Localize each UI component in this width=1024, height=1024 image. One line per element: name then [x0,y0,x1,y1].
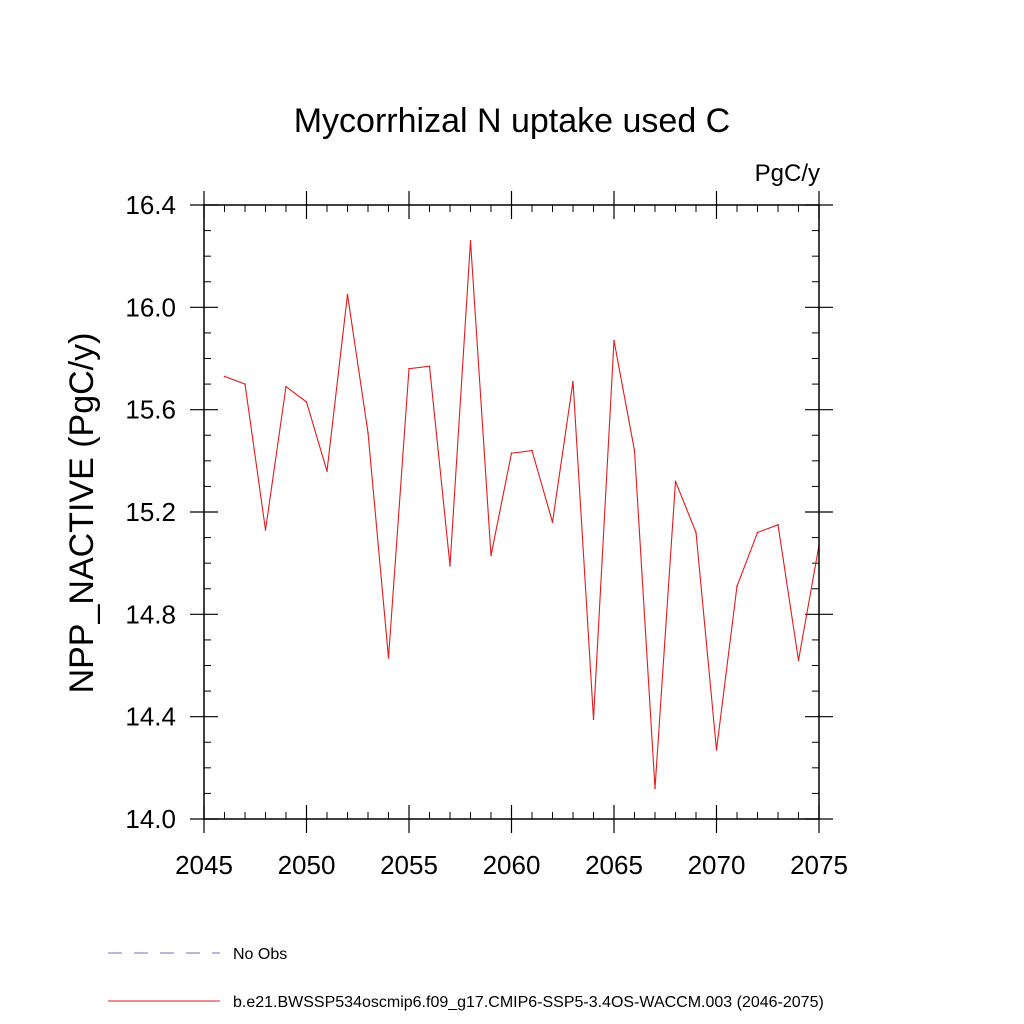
data-point [695,531,697,534]
tick-labels: 14.0 14.4 14.8 15.2 15.6 16.0 16.4 2045 2050 2055… [125,190,848,880]
major-ticks [190,191,833,833]
data-point [572,380,574,383]
data-point [346,293,349,296]
data-point [244,383,246,385]
data-point [633,449,636,452]
data-point [469,240,472,242]
data-point [387,657,390,659]
data-point [408,367,410,370]
data-point [305,401,308,403]
x-tick-label: 2070 [688,850,746,880]
plot-frame [203,204,820,820]
x-tick-label: 2060 [483,850,541,880]
data-point [223,375,226,378]
data-point [428,365,431,367]
y-tick-label: 14.0 [125,804,176,834]
y-tick-label: 14.4 [125,702,176,732]
legend-label: No Obs [233,946,287,963]
chart-title: Mycorrhizal N uptake used C [294,102,731,140]
units-label: PgC/y [755,160,820,187]
series-line [224,240,820,789]
data-point [490,554,492,557]
x-tick-label: 2045 [175,850,233,880]
data-point [674,480,677,483]
legend: No Obs b.e21.BWSSP534oscmip6.f09_g17.CMIP… [108,946,824,1011]
series-layer [223,240,820,790]
data-point [551,521,554,524]
y-tick-label: 14.8 [125,599,176,629]
y-tick-label: 16.0 [125,292,176,322]
y-tick-label: 15.6 [125,395,176,425]
data-point [264,529,267,531]
data-point [654,787,656,790]
data-point [777,523,779,526]
y-tick-label: 16.4 [125,190,176,220]
data-point [736,585,738,587]
data-point [326,470,328,472]
data-point [797,659,800,662]
legend-label: b.e21.BWSSP534oscmip6.f09_g17.CMIP6-SSP5… [233,994,824,1011]
y-axis-label: NPP_NACTIVE (PgC/y) [63,333,101,694]
data-point [613,339,615,342]
y-tick-label: 15.2 [125,497,176,527]
data-point [449,564,451,567]
x-tick-label: 2065 [585,850,643,880]
data-point [756,531,759,534]
x-tick-label: 2075 [790,850,848,880]
data-point [715,749,718,751]
data-point [531,449,533,452]
data-point [592,718,595,721]
x-tick-label: 2055 [380,850,438,880]
x-tick-label: 2050 [278,850,336,880]
data-point [510,452,513,454]
data-point [285,385,287,388]
data-point [367,431,369,434]
minor-ticks [204,205,819,819]
